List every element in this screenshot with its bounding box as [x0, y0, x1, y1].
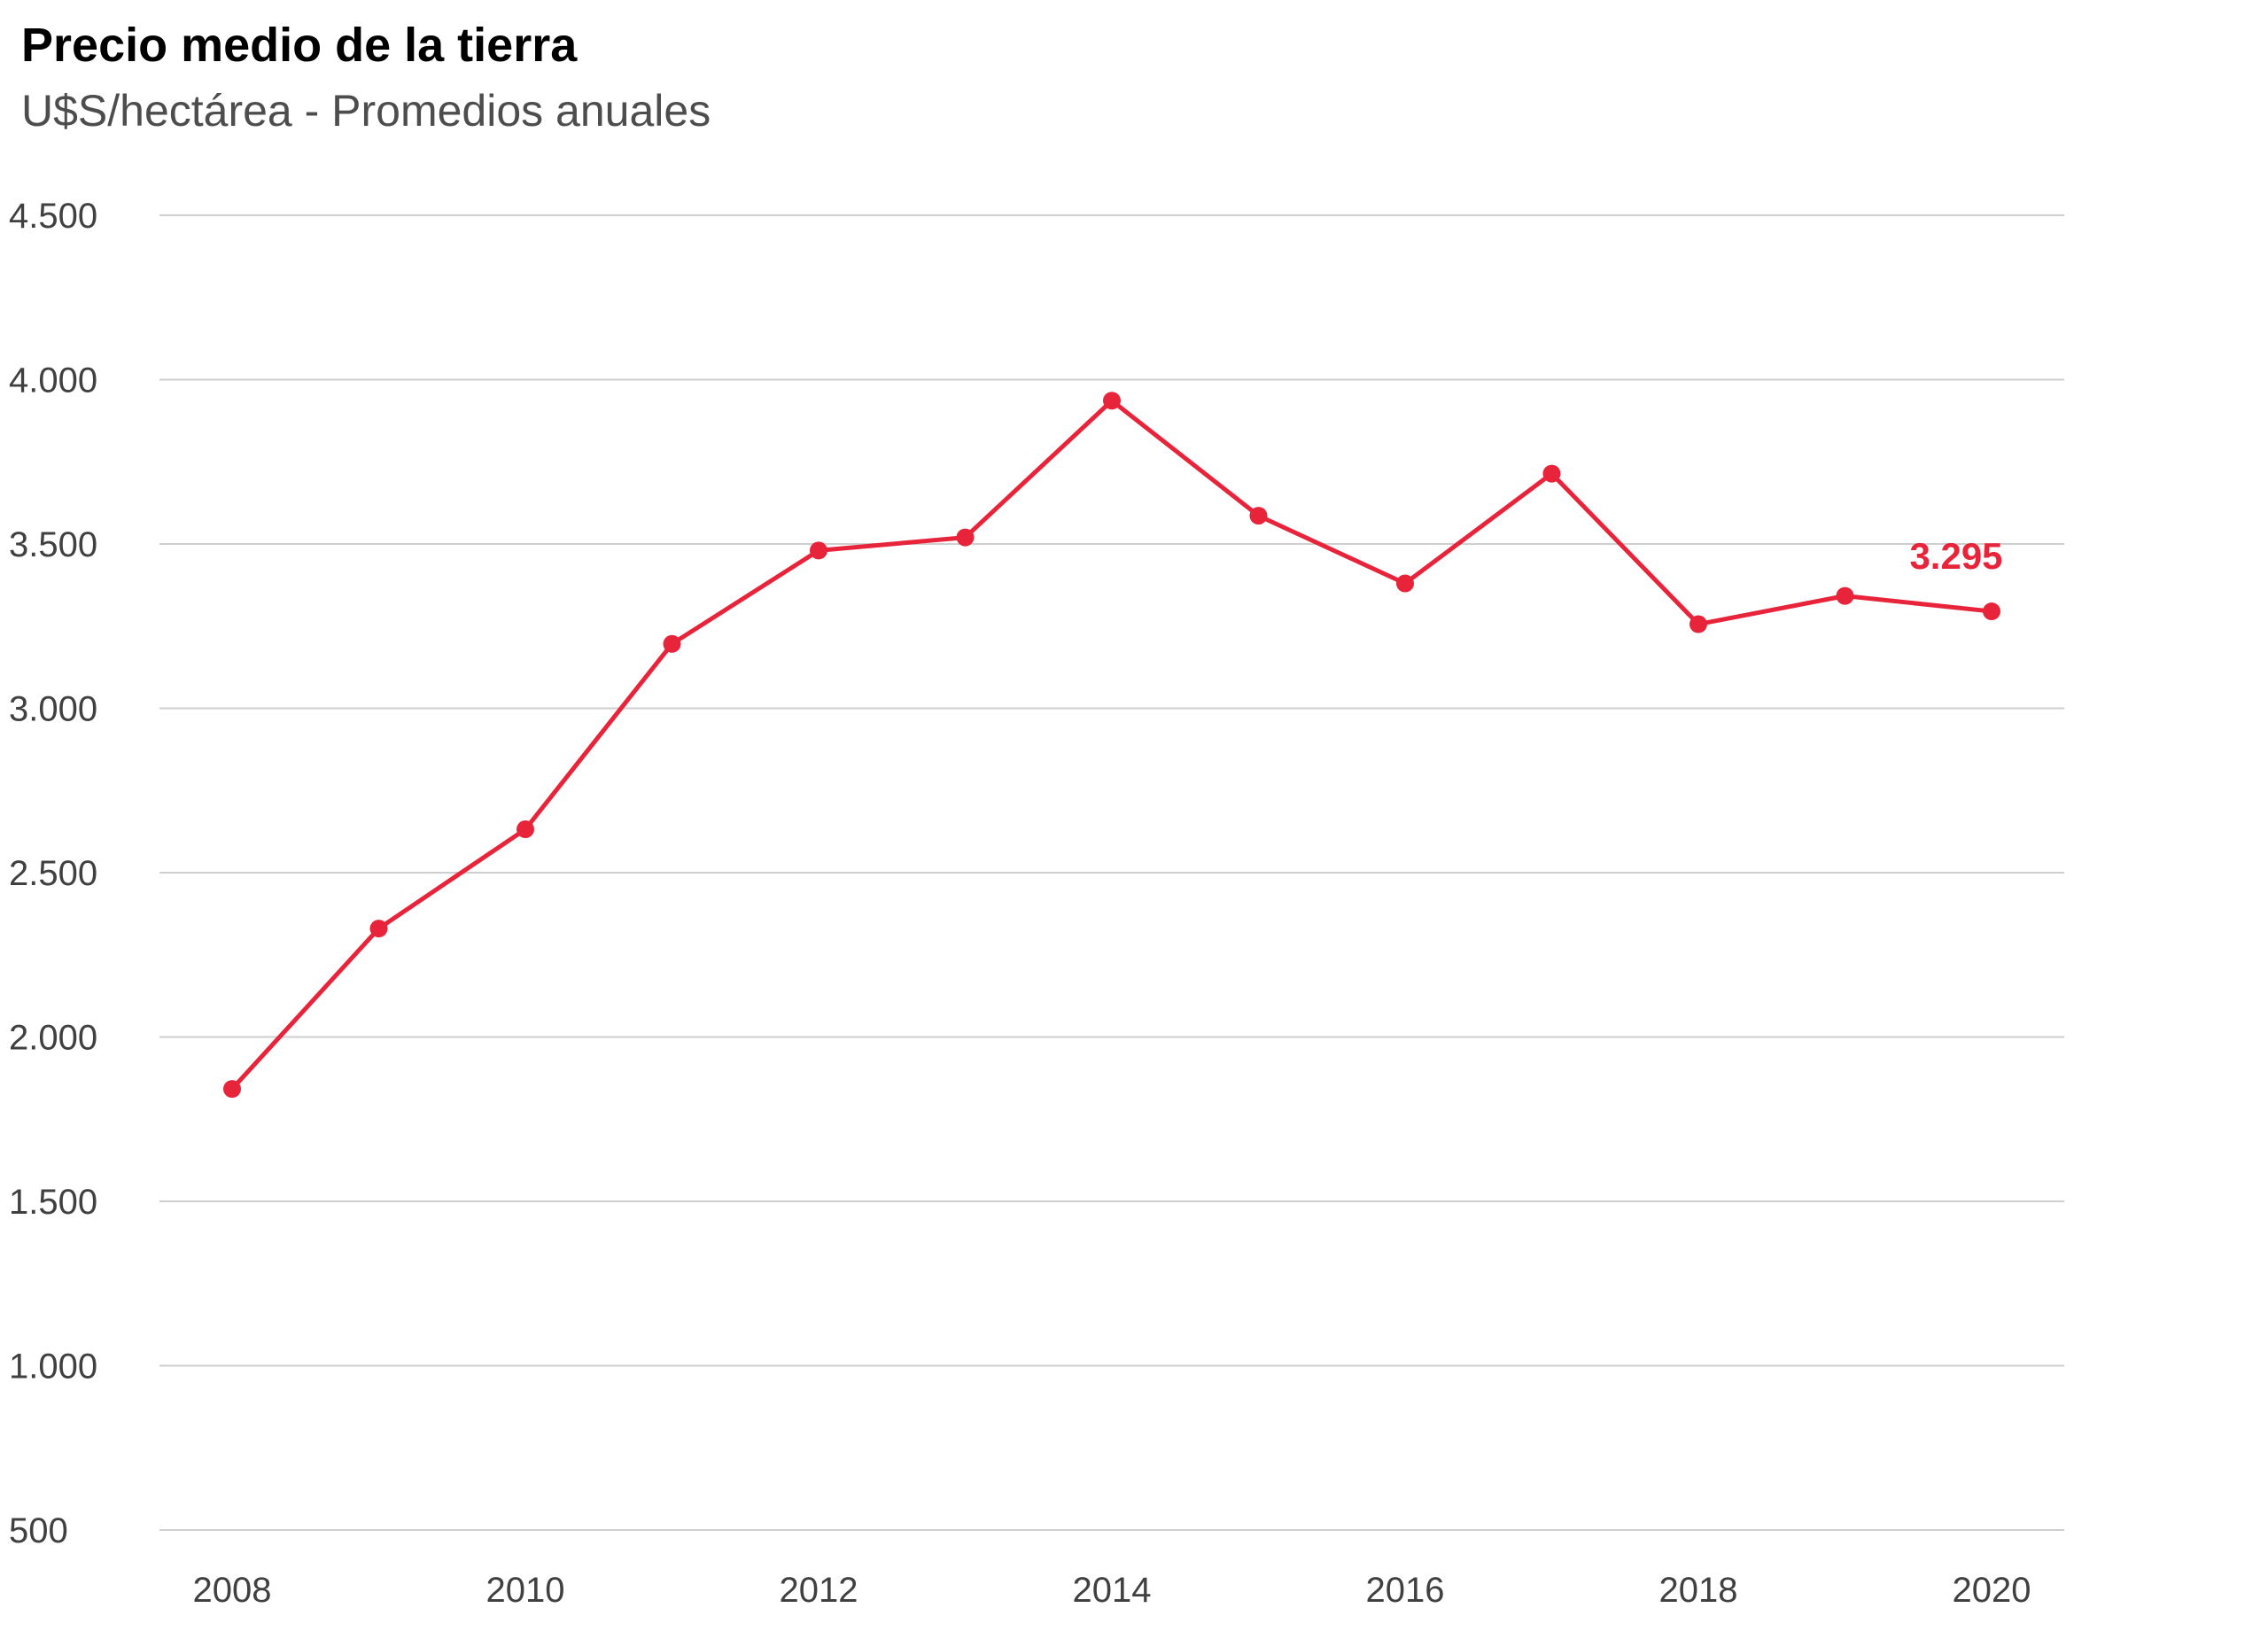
y-tick-label: 500: [9, 1511, 68, 1550]
x-tick-label: 2008: [193, 1571, 272, 1610]
series-line: [229, 398, 1994, 1091]
x-axis-ticks: 2008 2010 2012 2014 2016 2018 2020: [193, 1571, 2031, 1610]
y-tick-label: 2.500: [9, 854, 97, 893]
series-layer: [223, 392, 2000, 1099]
y-axis-ticks: 500 1.000 1.500 2.000 2.500 3.000 3.500 4.000 4.…: [9, 197, 97, 1550]
data-point: [1249, 507, 1268, 525]
data-point: [1689, 615, 1707, 633]
data-point: [1542, 464, 1561, 483]
x-tick-label: 2020: [1953, 1571, 2031, 1610]
y-tick-label: 4.000: [9, 361, 97, 400]
chart-title: Precio medio de la tierra: [21, 19, 578, 72]
x-tick-label: 2012: [780, 1571, 858, 1610]
y-tick-label: 3.500: [9, 525, 97, 564]
data-point: [369, 920, 388, 938]
x-tick-label: 2014: [1073, 1571, 1152, 1610]
x-tick-label: 2016: [1366, 1571, 1445, 1610]
data-point: [663, 634, 681, 653]
y-tick-label: 3.000: [9, 690, 97, 729]
data-point: [517, 820, 534, 839]
data-label: 3.295: [1909, 535, 2002, 577]
y-tick-label: 1.500: [9, 1183, 97, 1222]
x-tick-label: 2010: [486, 1571, 565, 1610]
data-point: [810, 541, 827, 560]
data-point: [1983, 602, 2000, 621]
annotations: 3.295: [1909, 535, 2002, 577]
data-point: [1103, 392, 1121, 410]
y-tick-label: 2.000: [9, 1019, 97, 1058]
x-tick-label: 2018: [1659, 1571, 1738, 1610]
data-point: [223, 1080, 241, 1099]
data-point: [956, 528, 975, 547]
data-point: [1836, 586, 1854, 605]
chart-subtitle: U$S/hectárea - Promedios anuales: [21, 86, 711, 136]
y-tick-label: 1.000: [9, 1348, 97, 1387]
gridlines: [159, 214, 2064, 1531]
y-tick-label: 4.500: [9, 197, 97, 236]
data-point: [1396, 574, 1414, 593]
